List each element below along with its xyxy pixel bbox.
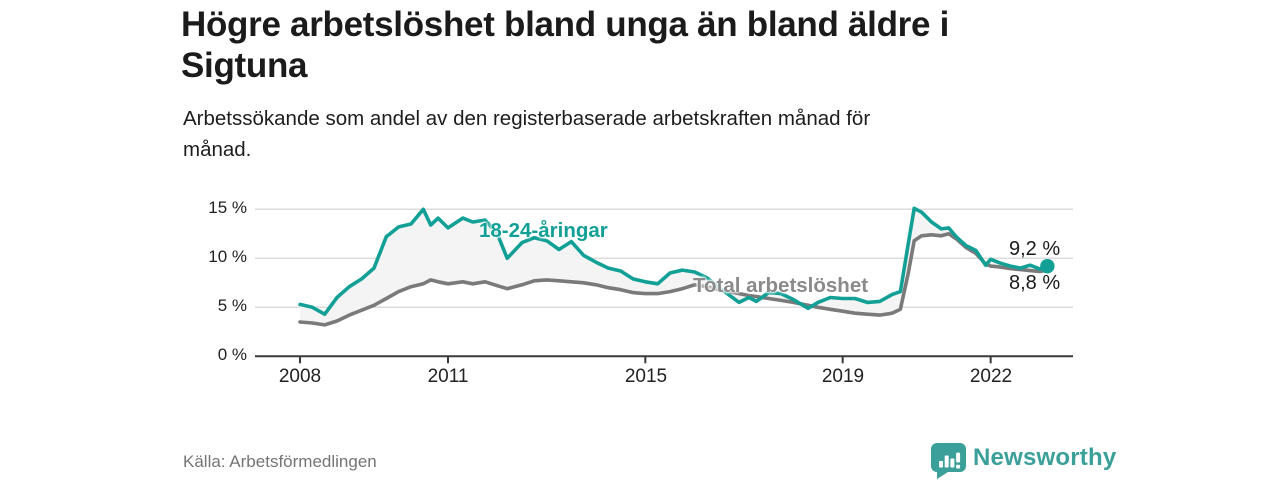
y-tick-label-15: 15 % <box>208 198 247 217</box>
chart-subtitle: Arbetssökande som andel av den registerb… <box>183 107 871 161</box>
y-tick-label-5: 5 % <box>217 296 247 315</box>
y-tick-label-10: 10 % <box>208 247 247 266</box>
x-tick-label-2015: 2015 <box>624 366 668 387</box>
newsworthy-logo-text: Newsworthy <box>973 444 1117 471</box>
series-label-young: 18-24-åringar <box>479 219 608 242</box>
page-title: Högre arbetslöshet bland unga än bland ä… <box>181 5 949 85</box>
x-tick-label-2019: 2019 <box>821 366 865 387</box>
source-note: Källa: Arbetsförmedlingen <box>183 452 377 471</box>
end-value-label-young: 9,2 % <box>1009 238 1061 260</box>
newsworthy-logo: Newsworthy <box>929 442 1149 480</box>
end-value-label-total: 8,8 % <box>1009 272 1061 294</box>
series-label-total: Total arbetslöshet <box>693 274 869 297</box>
y-tick-label-0: 0 % <box>217 345 247 364</box>
x-tick-label-2008: 2008 <box>278 366 322 387</box>
x-tick-label-2011: 2011 <box>427 366 469 387</box>
x-tick-label-2022: 2022 <box>969 366 1013 387</box>
bar-chart-speech-bubble-icon <box>931 443 966 479</box>
